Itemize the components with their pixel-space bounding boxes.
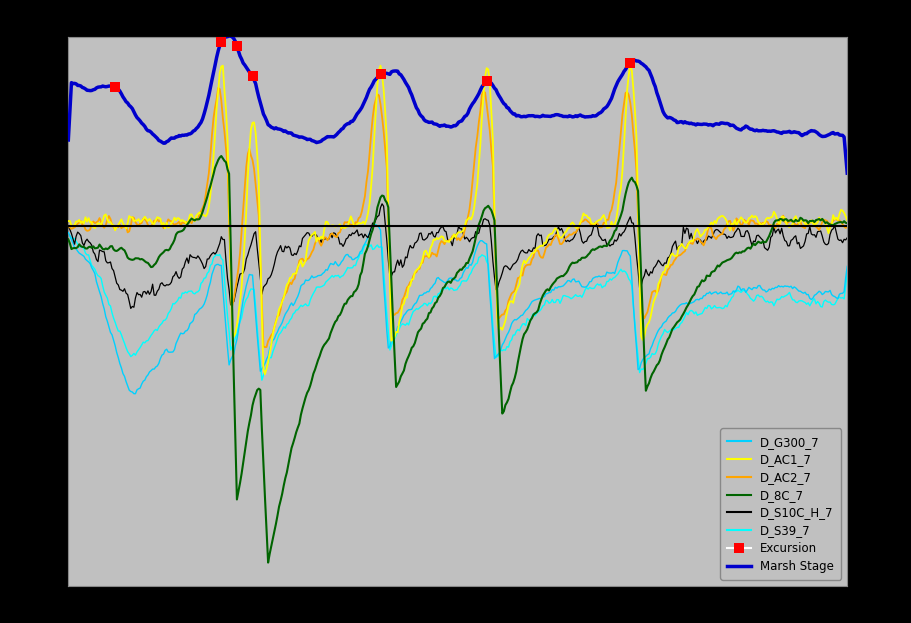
Legend: D_G300_7, D_AC1_7, D_AC2_7, D_8C_7, D_S10C_H_7, D_S39_7, Excursion, Marsh Stage: D_G300_7, D_AC1_7, D_AC2_7, D_8C_7, D_S1… bbox=[721, 429, 842, 580]
